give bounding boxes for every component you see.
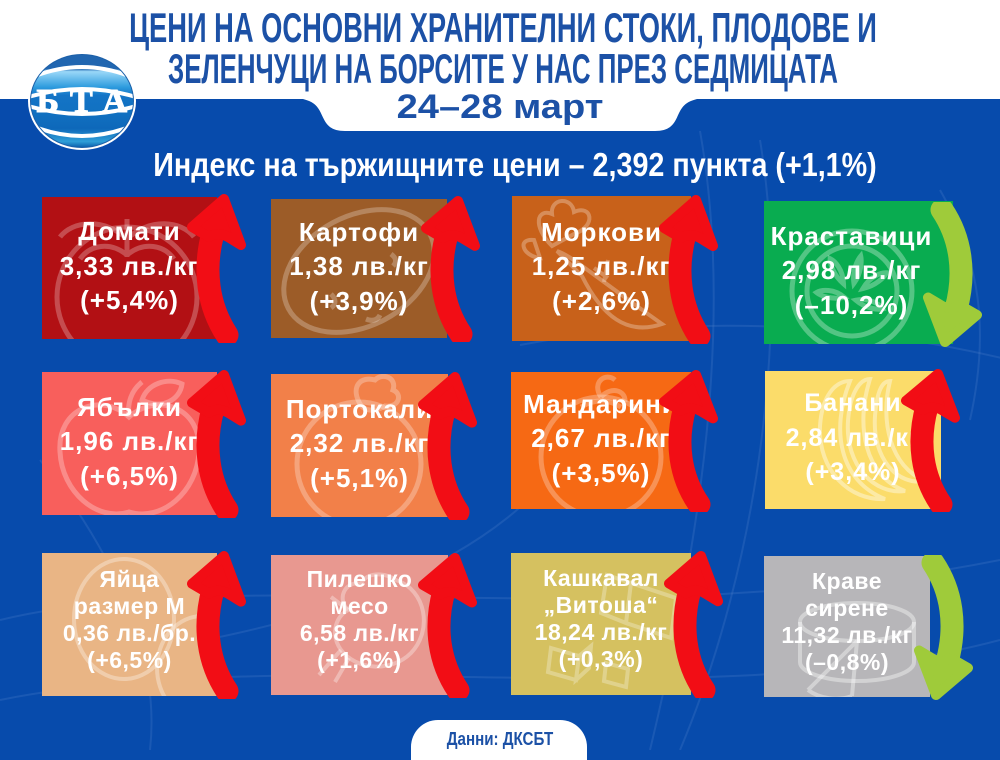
svg-text:БТА: БТА [36, 83, 138, 120]
